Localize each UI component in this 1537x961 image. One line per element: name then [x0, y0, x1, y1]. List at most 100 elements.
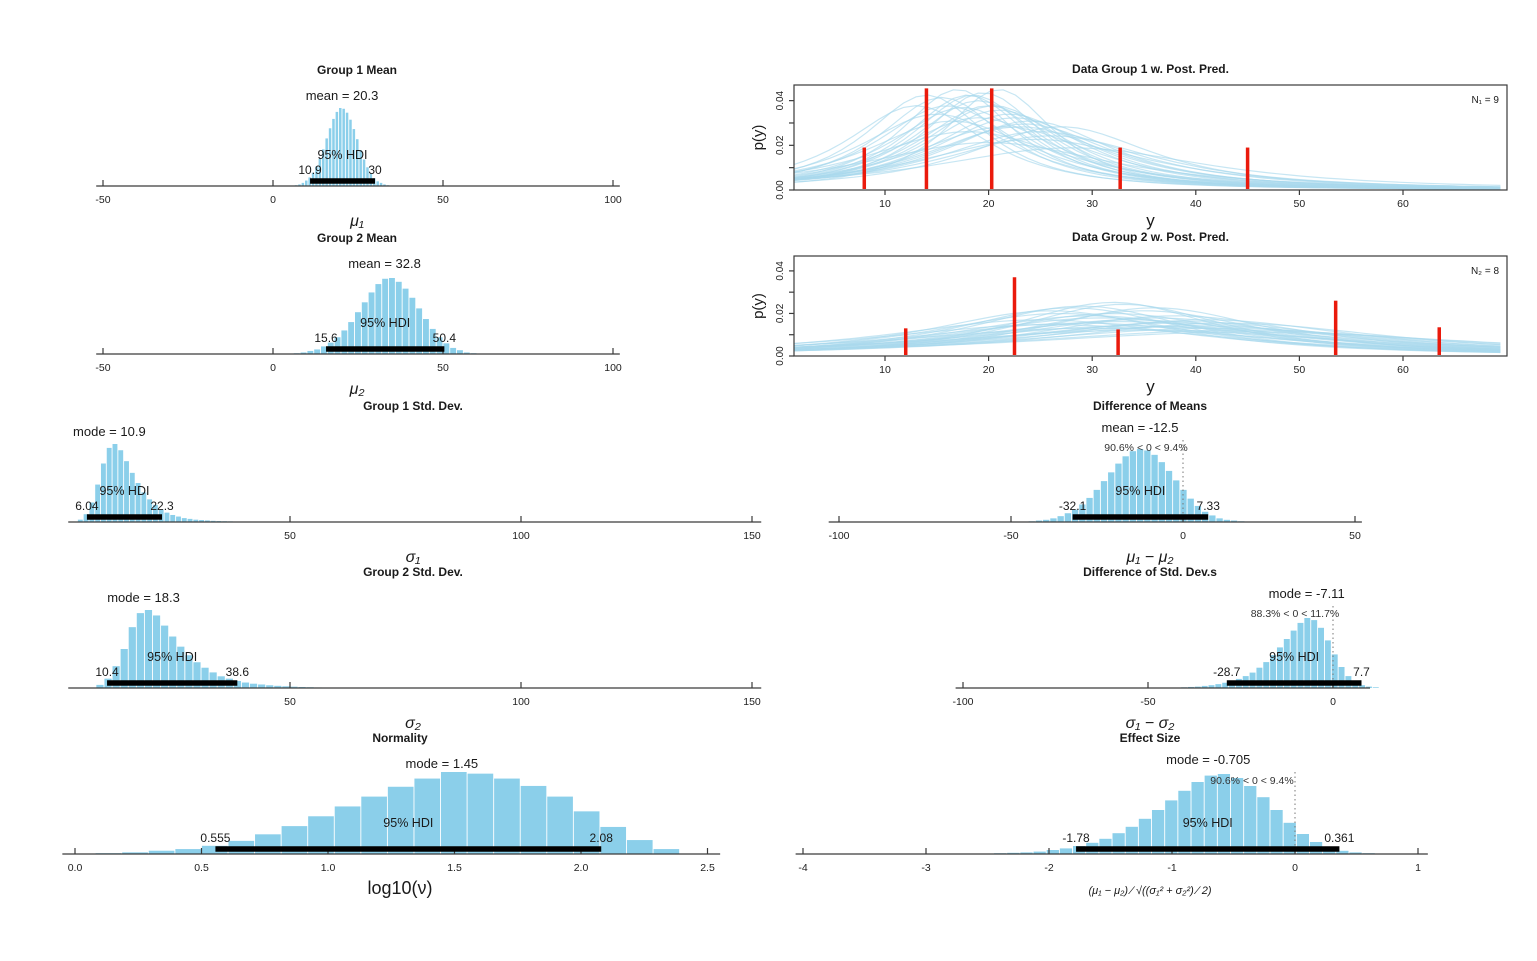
histogram-bar: [96, 684, 104, 688]
histogram-bar: [314, 349, 321, 354]
histogram-bar: [342, 108, 345, 186]
histogram-bar: [148, 850, 175, 854]
x-tick-label: 0.5: [194, 862, 209, 874]
panel-title: Effect Size: [1120, 731, 1181, 745]
histogram-bars: [1028, 449, 1245, 522]
histogram-bar: [1338, 667, 1345, 688]
histogram-bar: [387, 786, 414, 854]
histogram-bar: [321, 346, 327, 354]
y-axis-label: p(y): [750, 293, 767, 319]
histogram-bar: [1035, 520, 1043, 522]
histogram-bar: [1359, 685, 1366, 688]
x-tick-label: -100: [828, 530, 849, 542]
histogram-bar: [112, 444, 118, 522]
x-tick-label: 150: [743, 530, 761, 542]
histogram-bar: [77, 519, 83, 522]
histogram-bar: [1201, 685, 1208, 688]
histogram-bar: [1336, 850, 1349, 854]
hdi-low-label: -28.7: [1213, 665, 1241, 679]
x-tick-label: 30: [1086, 364, 1098, 376]
histogram-bar: [414, 778, 441, 854]
histogram-bar: [362, 159, 366, 186]
x-axis-label: μ₁ − μ₂: [1126, 549, 1174, 566]
stat-label: mean = -12.5: [1102, 420, 1179, 435]
x-tick-label: 0: [270, 194, 276, 206]
histogram-bar: [1257, 797, 1270, 854]
panel-title: Normality: [372, 731, 428, 745]
panel-title: Group 2 Std. Dev.: [363, 565, 463, 579]
y-axis-label: p(y): [750, 125, 767, 151]
histogram-bar: [1372, 687, 1379, 688]
x-axis-label: σ₁ − σ₂: [1126, 715, 1175, 732]
x-axis-label: σ₂: [405, 715, 421, 732]
x-tick-label: 0: [1330, 696, 1336, 708]
x-tick-label: 50: [284, 530, 296, 542]
histogram-bar: [301, 182, 305, 186]
x-tick-label: 2.5: [700, 862, 715, 874]
panel-group-2-std-dev: 50 100 150 10.4 38.6 95% HDI Group 2 Std. Dev.…: [40, 560, 780, 732]
x-tick-label: 10: [879, 198, 891, 210]
histogram-bar: [201, 667, 209, 688]
pct-comparison-label: 90.6% < 0 < 9.4%: [1210, 775, 1293, 787]
x-tick-label: 50: [284, 696, 296, 708]
histogram-bar: [1100, 481, 1108, 522]
histogram-bar: [1270, 655, 1277, 688]
posterior-curves: [794, 301, 1501, 354]
histogram-bar: [204, 520, 210, 522]
histogram-bar: [1086, 497, 1093, 522]
hdi-high-label: 2.08: [590, 831, 614, 845]
hdi-low-label: 15.6: [314, 331, 338, 345]
histogram-bar: [1283, 822, 1296, 854]
histogram-bar: [1324, 640, 1331, 688]
histogram-bar: [209, 672, 217, 688]
x-tick-label: 50: [1294, 198, 1306, 210]
panel-canvas: 50 100 150 6.04 22.395% HDI Group 1 Std. Dev.…: [68, 399, 762, 566]
histogram-bar: [124, 461, 129, 522]
hdi-label: 95% HDI: [318, 148, 368, 162]
panel-data-group-2-post-pred: 10 20 30 40 50 60 0.00 0.02 0.04 Data Group 2 w. …: [750, 226, 1537, 398]
histogram-bar: [1217, 774, 1231, 854]
stat-label: mode = -0.705: [1166, 752, 1250, 767]
histogram-bar: [1194, 686, 1201, 688]
x-axis-label: y: [1146, 377, 1155, 396]
histogram-bar: [402, 288, 409, 354]
panel-canvas: 50 100 150 10.4 38.6 95% HDI Group 2 Std. Dev.…: [68, 565, 762, 732]
posterior-curve: [794, 322, 1501, 352]
histogram-bar: [1079, 504, 1086, 522]
histogram-bar: [1178, 790, 1191, 854]
histogram-bar: [626, 840, 653, 854]
y-tick-label: 0.04: [775, 261, 786, 281]
histogram-bar: [1331, 654, 1338, 688]
histogram-bar: [129, 472, 135, 522]
histogram-bar: [348, 322, 355, 354]
histogram-bar: [429, 328, 436, 354]
hdi-low-label: 10.4: [95, 665, 119, 679]
histogram-bar: [161, 625, 169, 688]
hdi-low-label: 6.04: [75, 499, 99, 513]
histogram-bar: [100, 463, 106, 522]
histogram-bar: [1115, 463, 1122, 522]
x-tick-label: -4: [798, 862, 807, 874]
histogram-bar: [416, 308, 423, 354]
histogram-bar: [341, 330, 348, 354]
posterior-curve: [794, 305, 1501, 353]
histogram-bar: [128, 627, 136, 688]
histogram-bar: [1276, 647, 1283, 688]
histogram-bar: [177, 646, 185, 688]
histogram-bar: [322, 149, 325, 186]
histogram-bars: [77, 444, 239, 522]
histogram-bar: [307, 350, 314, 354]
histogram-bar: [1144, 450, 1151, 522]
histogram-bar: [249, 683, 258, 688]
histogram-bar: [1122, 456, 1129, 522]
hdi-low-label: 10.9: [298, 163, 322, 177]
histogram-bar: [328, 128, 332, 186]
histogram-bar: [266, 685, 274, 688]
histogram-bar: [290, 686, 298, 688]
panel-difference-of-std-devs: -100 -50 0 -28.7 7.7 95% HDI Difference of Std…: [790, 560, 1535, 732]
histogram-bar: [1064, 513, 1072, 522]
hdi-label: 95% HDI: [1269, 650, 1319, 664]
histogram-bar: [120, 649, 128, 688]
panel-canvas: 10 20 30 40 50 60 0.00 0.02 0.04 Data Group 2 w. …: [750, 230, 1508, 396]
x-tick-label: -50: [1003, 530, 1018, 542]
